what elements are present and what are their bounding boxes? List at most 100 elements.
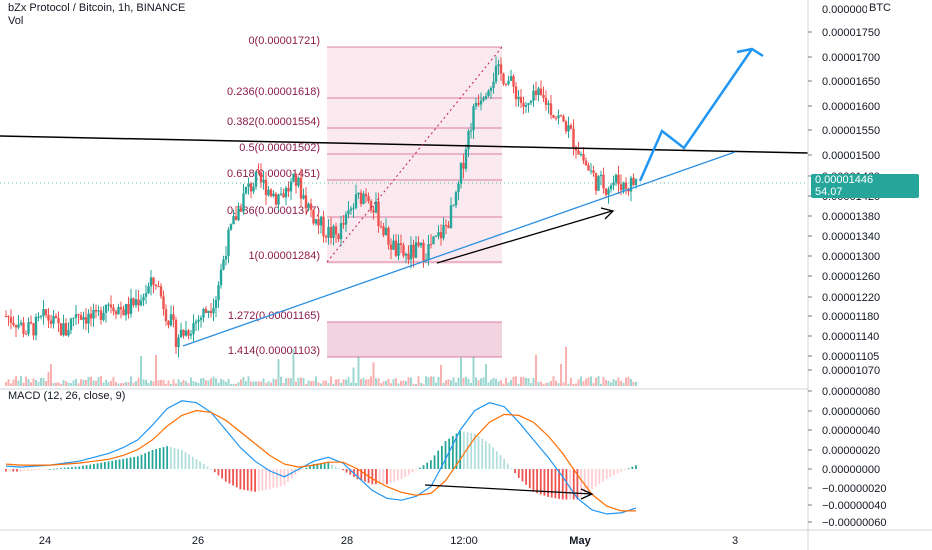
volume-bar <box>612 379 615 386</box>
candle-body <box>494 66 498 82</box>
volume-bar <box>440 364 442 386</box>
macd-line <box>5 400 637 515</box>
candle-body <box>19 322 23 325</box>
candle-body <box>229 224 233 230</box>
volume-bar <box>382 381 385 386</box>
volume-bar <box>12 379 15 386</box>
candle-body <box>7 316 10 318</box>
candle-body <box>119 307 123 310</box>
time-tick: 24 <box>39 535 51 547</box>
candle-body <box>207 310 210 314</box>
candle-body <box>449 205 453 229</box>
macd-hist-bar <box>316 463 319 469</box>
candle-body <box>67 330 70 336</box>
volume-bar <box>160 379 162 386</box>
volume-bar <box>585 378 587 386</box>
macd-hist-bar <box>89 464 92 469</box>
volume-label: Vol <box>8 15 24 27</box>
macd-hist-bar <box>613 469 615 476</box>
volume-bar <box>190 377 192 386</box>
volume-bar <box>307 380 310 386</box>
volume-bars <box>5 346 637 386</box>
candle-body <box>142 296 145 301</box>
volume-bar <box>315 376 317 386</box>
volume-bar <box>597 376 600 386</box>
price-tick: 0.00001300 <box>822 251 880 263</box>
macd-hist-bar <box>624 469 626 470</box>
candle-body <box>634 179 638 185</box>
macd-hist-bar <box>250 469 253 492</box>
candle-body <box>604 188 608 195</box>
macd-hist-bar <box>305 467 308 469</box>
volume-bar <box>475 377 477 386</box>
volume-bar <box>562 382 565 386</box>
candle-body <box>202 308 205 318</box>
macd-hist-bar <box>418 467 421 469</box>
volume-bar <box>610 382 612 386</box>
macd-axis[interactable]: 0.00000080 0.00000060 0.00000040 0.00000020… <box>808 386 887 529</box>
candle-body <box>457 183 460 193</box>
candle-body <box>512 76 515 87</box>
volume-bar <box>317 382 320 386</box>
volume-bar <box>632 381 635 386</box>
macd-hist-bar <box>195 458 198 469</box>
macd-hist-bar <box>180 449 183 469</box>
volume-bar <box>362 377 365 386</box>
volume-bar <box>372 362 375 386</box>
fib-diagonal <box>326 46 503 263</box>
candle-body <box>589 170 593 172</box>
candle-body <box>392 240 395 250</box>
candle-body <box>439 232 443 239</box>
candle-body <box>107 304 110 306</box>
macd-hist-bar <box>279 469 282 487</box>
higher-low-arrow <box>436 210 613 264</box>
price-axis[interactable]: 0.00001750 0.00001700 0.00001650 0.00001600… <box>808 4 880 377</box>
time-axis[interactable]: 24 26 28 12:00 May 3 <box>39 535 738 547</box>
volume-bar <box>615 380 617 386</box>
volume-bar <box>310 381 312 386</box>
candle-body <box>104 304 108 313</box>
macd-hist-bar <box>246 469 249 491</box>
candle-body <box>249 183 253 192</box>
volume-bar <box>5 382 7 386</box>
volume-bar <box>420 382 422 386</box>
macd-hist-bar <box>210 469 213 470</box>
volume-bar <box>200 378 202 386</box>
candle-body <box>197 319 200 322</box>
candle-body <box>609 185 613 190</box>
volume-bar <box>135 381 137 386</box>
candle-body <box>379 226 383 228</box>
macd-hist-bar <box>429 460 432 469</box>
macd-hist-bar <box>12 469 15 472</box>
candle-body <box>327 226 330 238</box>
volume-bar <box>342 379 345 386</box>
candle-body <box>82 317 85 320</box>
resistance-line <box>0 135 809 154</box>
volume-bar <box>100 376 102 386</box>
volume-bar <box>132 382 135 386</box>
macd-hist-bar <box>345 469 348 473</box>
volume-bar <box>107 382 110 386</box>
candle-body <box>212 308 215 314</box>
macd-hist-bar <box>356 469 359 480</box>
volume-bar <box>405 381 407 386</box>
candle-body <box>627 188 630 192</box>
candle-body <box>332 226 335 238</box>
macd-hist-bar <box>147 451 150 469</box>
macd-divergence-arrow <box>424 484 593 495</box>
macd-hist-bar <box>444 441 447 469</box>
candle-body <box>37 316 40 318</box>
fib-label: 0.382(0.00001554) <box>227 116 320 128</box>
volume-bar <box>527 378 530 386</box>
volume-bar <box>72 380 75 386</box>
candle-body <box>127 303 130 314</box>
macd-hist-bar <box>455 433 458 469</box>
price-tick: 0.00001140 <box>822 331 879 343</box>
macd-hist-bar <box>265 469 267 490</box>
candle-body <box>239 208 243 212</box>
volume-bar <box>377 378 380 386</box>
candle-body <box>194 321 198 324</box>
candle-body <box>612 182 615 186</box>
macd-hist-bar <box>422 465 425 469</box>
